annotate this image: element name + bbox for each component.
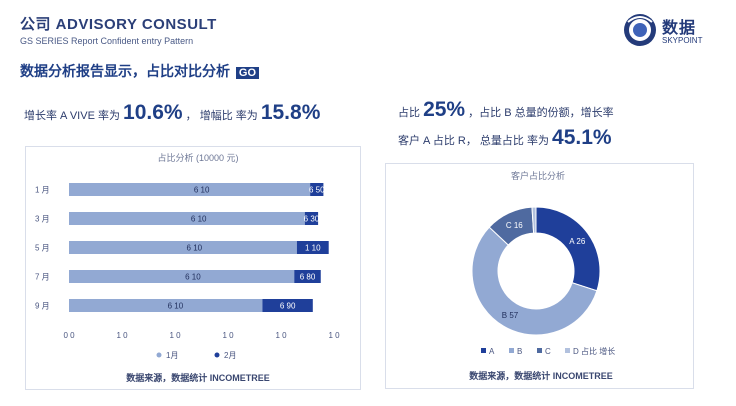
bar-category-label: 5 月 xyxy=(35,244,50,253)
bar-chart-title: 占比分析 (10000 元) xyxy=(157,152,238,163)
headline-text: 数据分析报告显示，占比对比分析 xyxy=(20,63,230,79)
bar-value-label: 6 10 xyxy=(185,273,201,282)
headline: 数据分析报告显示，占比对比分析 GO xyxy=(20,61,260,81)
logo-subtext: SKYPOINT xyxy=(662,36,703,45)
right-stat-text-2: 总量占比 率为 xyxy=(479,135,549,147)
logo-name: 数据 xyxy=(662,20,697,37)
donut-chart-title: 客户占比分析 xyxy=(511,170,565,181)
right-stat-line-1: 占比 25% ，占比 B 总量的份额，增长率 xyxy=(398,98,614,122)
bar-chart: 占比分析 (10000 元) 1 月 6 10 6 50 3 月 6 10 6 30 5 月… xyxy=(35,152,340,383)
bar-value-label: 6 90 xyxy=(280,302,296,311)
bar-x-tick-label: 1 0 xyxy=(275,331,287,340)
donut-legend-label: D 占比 增长 xyxy=(573,346,615,356)
bar-value-label: 1 10 xyxy=(305,244,321,253)
left-stat-label-1: 增长率 A VIVE 率为 xyxy=(24,110,120,122)
bar-chart-panel: 占比分析 (10000 元) 1 月 6 10 6 50 3 月 6 10 6 30 5 月… xyxy=(25,146,361,390)
bar-segment-1 xyxy=(69,183,311,196)
donut-slice-d xyxy=(531,206,537,234)
bar-segment-2 xyxy=(262,299,313,312)
bar-value-label: 6 50 xyxy=(309,186,325,195)
bar-value-label: 6 10 xyxy=(194,186,210,195)
right-stat-text-1: ，占比 B 总量的份额，增长率 xyxy=(468,107,614,119)
donut-chart: 客户占比分析 A 26 B 57 C 16 A B C D 占比 增长 数据来源，数据统计… xyxy=(469,170,615,381)
bar-segment-2 xyxy=(304,212,319,225)
donut-slice-b xyxy=(471,226,598,336)
report-subtitle: GS SERIES Report Confident entry Pattern xyxy=(20,36,194,46)
donut-slice-label: B 57 xyxy=(502,311,519,320)
donut-legend-label: A xyxy=(489,347,495,356)
bar-segment-2 xyxy=(294,270,321,283)
headline-badge: GO xyxy=(235,67,260,79)
bar-category-label: 3 月 xyxy=(35,215,50,224)
donut-slice-label: A 26 xyxy=(569,237,586,246)
donut-legend-swatch xyxy=(509,348,514,353)
bar-segment-1 xyxy=(69,212,305,225)
bar-legend-swatch xyxy=(214,352,220,358)
bar-chart-footer: 数据来源，数据统计 INCOMETREE xyxy=(126,372,270,383)
right-stat-line-2: 客户 A 占比 R， 总量占比 率为 45.1% xyxy=(398,126,612,150)
logo-globe-icon xyxy=(624,14,656,46)
bar-value-label: 6 10 xyxy=(168,302,184,311)
report-title: 公司 ADVISORY CONSULT xyxy=(20,16,217,33)
bar-x-tick-label: 1 0 xyxy=(169,331,181,340)
donut-legend-label: B xyxy=(517,347,522,356)
donut-legend-swatch xyxy=(565,348,570,353)
donut-slice-label: C 16 xyxy=(506,221,523,230)
bar-legend-label: 1月 xyxy=(166,351,178,360)
bar-category-label: 9 月 xyxy=(35,302,50,311)
bar-x-tick-label: 1 0 xyxy=(328,331,340,340)
donut-slice-a xyxy=(535,206,601,292)
right-stat-label-2: 客户 A 占比 R， xyxy=(398,135,477,147)
bar-category-label: 1 月 xyxy=(35,186,50,195)
bar-segment-1 xyxy=(69,299,263,312)
bar-value-label: 6 10 xyxy=(187,244,203,253)
bar-value-label: 6 30 xyxy=(304,215,320,224)
bar-legend-label: 2月 xyxy=(224,351,236,360)
donut-legend-swatch xyxy=(537,348,542,353)
right-stat-label-1: 占比 xyxy=(398,107,420,119)
bar-x-tick-label: 0 0 xyxy=(63,331,75,340)
donut-legend-label: C xyxy=(545,347,551,356)
right-stat-value-1: 25% xyxy=(423,98,466,121)
bar-segment-1 xyxy=(69,241,297,254)
bar-segment-2 xyxy=(296,241,329,254)
bar-x-tick-label: 1 0 xyxy=(116,331,128,340)
left-stat-line: 增长率 A VIVE 率为 10.6% ， 增幅比 率为 15.8% xyxy=(24,101,320,125)
bar-value-label: 6 80 xyxy=(300,273,316,282)
donut-chart-footer: 数据来源，数据统计 INCOMETREE xyxy=(469,370,613,381)
donut-chart-panel: 客户占比分析 A 26 B 57 C 16 A B C D 占比 增长 数据来源，数据统计… xyxy=(385,163,694,389)
bar-category-label: 7 月 xyxy=(35,273,50,282)
bar-segment-1 xyxy=(69,270,295,283)
bar-legend-swatch xyxy=(156,352,162,358)
left-stat-label-2: 增幅比 率为 xyxy=(199,110,258,122)
donut-legend-swatch xyxy=(481,348,486,353)
bar-segment-2 xyxy=(310,183,324,196)
left-stat-value-1: 10.6% xyxy=(123,101,183,124)
left-stat-separator: ， xyxy=(185,110,197,122)
bar-value-label: 6 10 xyxy=(191,215,207,224)
company-logo: 数据 SKYPOINT xyxy=(622,10,722,52)
bar-x-tick-label: 1 0 xyxy=(222,331,234,340)
right-stat-value-2: 45.1% xyxy=(552,126,612,149)
left-stat-value-2: 15.8% xyxy=(260,101,321,124)
